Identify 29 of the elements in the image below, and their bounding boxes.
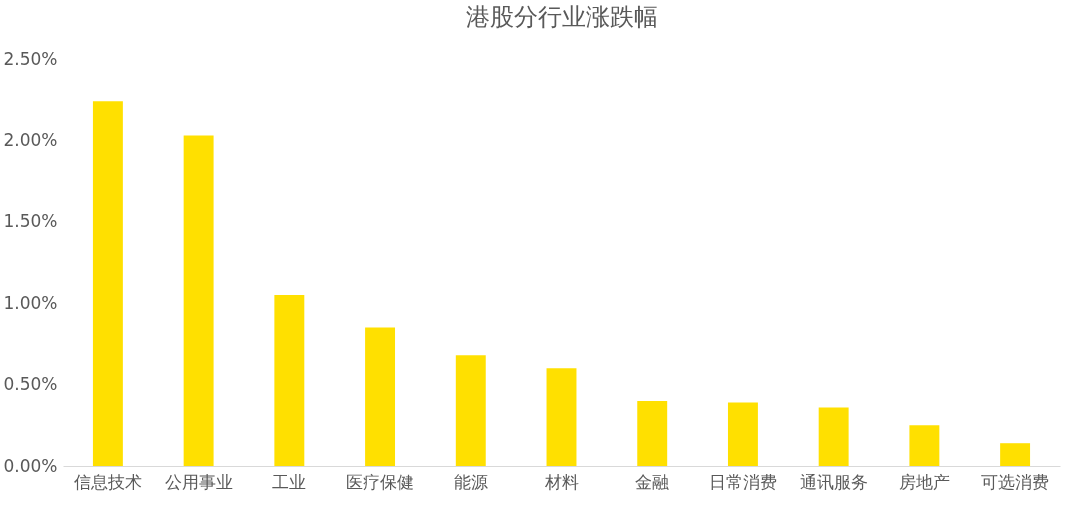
x-tick-label: 通讯服务 [799,471,868,492]
bar [365,327,396,466]
x-tick-label: 公用事业 [164,471,233,492]
bar [637,400,668,466]
y-tick-label: 0.50% [3,374,58,395]
x-tick-label: 材料 [543,471,579,492]
bar [92,101,123,466]
x-tick-label: 信息技术 [73,471,142,492]
bar [274,295,305,466]
bar [727,402,758,466]
y-tick-label: 2.50% [3,48,58,69]
bar [546,368,577,466]
y-tick-label: 1.00% [3,292,58,313]
bar [818,407,849,466]
chart-title: 港股分行业涨跌幅 [465,3,658,31]
bar [183,135,214,466]
x-tick-label: 金融 [635,471,670,492]
y-tick-label: 2.00% [3,129,58,150]
x-tick-label: 可选消费 [981,471,1050,492]
bar [455,355,486,466]
x-tick-label: 能源 [453,471,488,492]
x-tick-label: 工业 [272,471,307,492]
x-tick-label: 医疗保健 [346,471,415,492]
y-tick-label: 1.50% [3,211,58,232]
x-tick-label: 房地产 [898,471,950,492]
bar [909,425,940,466]
y-tick-label: 0.00% [3,455,58,476]
x-tick-label: 日常消费 [708,471,777,492]
bar [1000,443,1031,466]
